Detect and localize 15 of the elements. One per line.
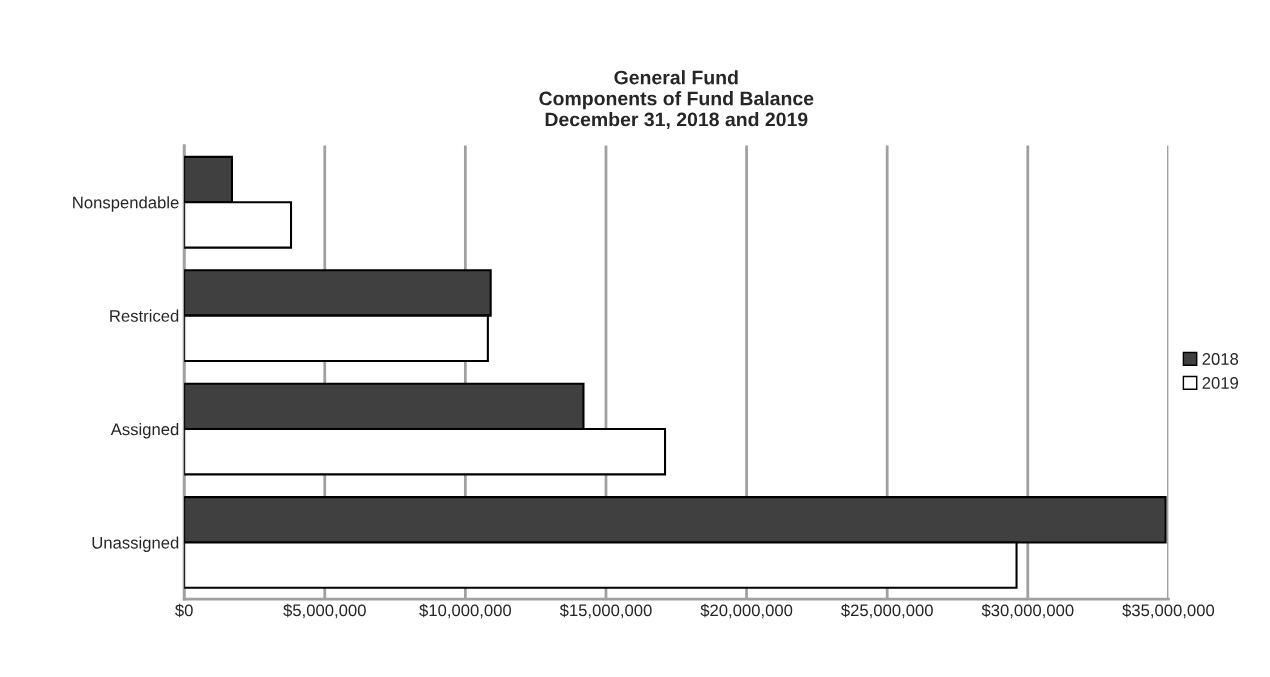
x-tick-label: $0 — [175, 603, 193, 618]
y-tick-label: Assigned — [110, 423, 179, 439]
x-tick-label: $35,000,000 — [1122, 603, 1215, 619]
legend-label: 2018 — [1202, 353, 1239, 365]
x-tick-label: $30,000,000 — [981, 603, 1074, 619]
legend-label: 2019 — [1202, 377, 1239, 389]
y-tick-label: Unassigned — [92, 536, 179, 552]
x-tick-label: $5,000,000 — [283, 603, 366, 619]
chart-title: General Fund Components of Fund Balance December 31, 2018 and 2019 — [539, 70, 814, 130]
x-tick-label: $25,000,000 — [841, 603, 933, 619]
y-tick-label: Nonspendable — [73, 196, 179, 212]
x-tick-label: $10,000,000 — [419, 603, 512, 619]
x-tick-label: $20,000,000 — [700, 603, 793, 619]
x-tick-label: $15,000,000 — [559, 603, 652, 619]
y-tick-label: Restriced — [110, 309, 179, 322]
